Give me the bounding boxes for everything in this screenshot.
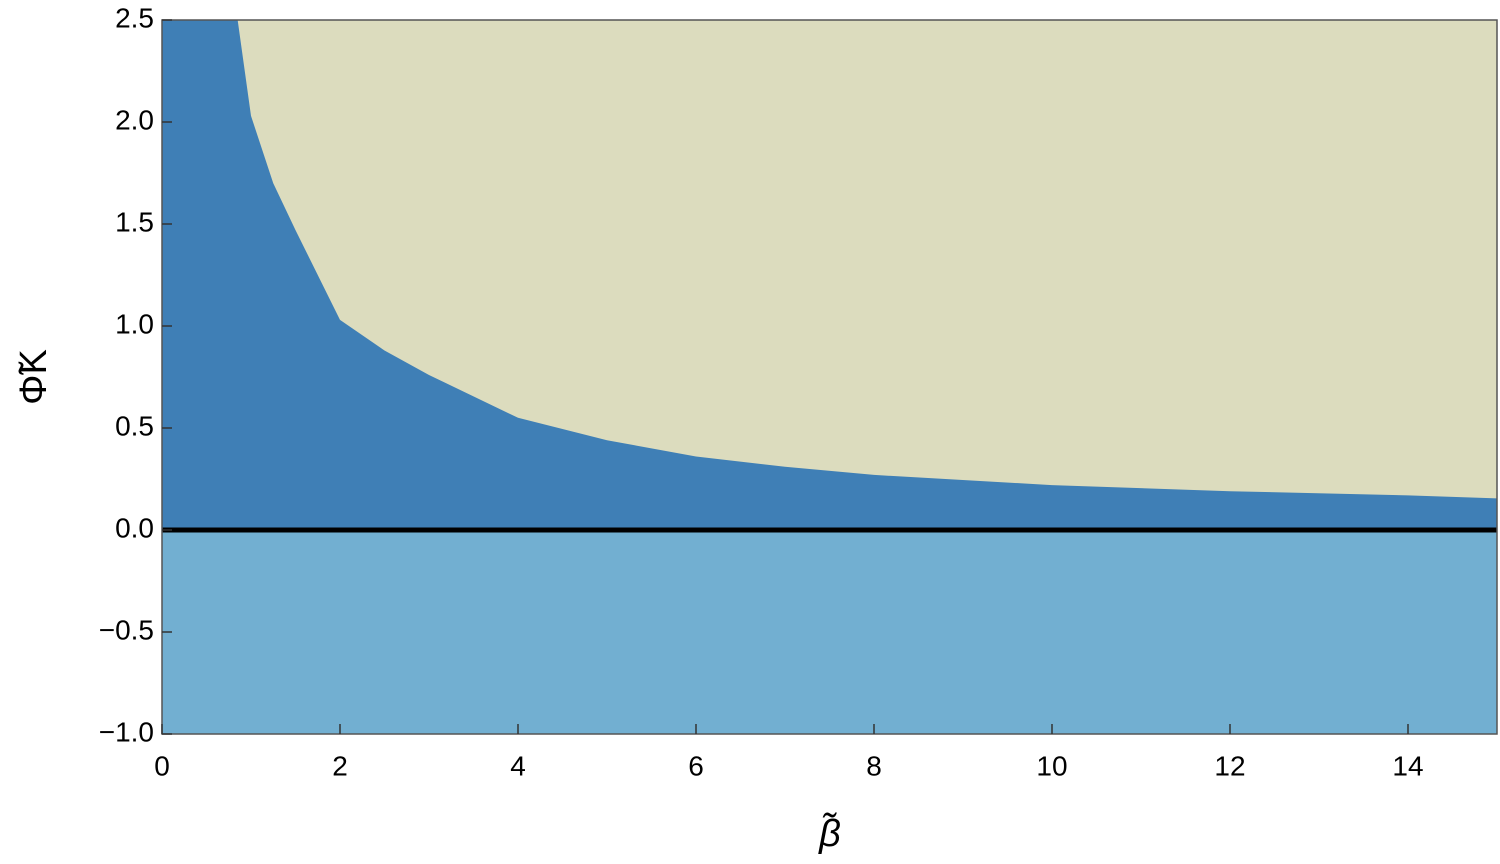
y-tick-label: −0.5	[99, 614, 154, 645]
x-tick-label: 8	[866, 750, 882, 781]
y-tick-label: 2.5	[115, 2, 154, 33]
x-tick-label: 0	[154, 750, 170, 781]
plot-frame	[161, 19, 1498, 735]
y-tick-label: 1.5	[115, 206, 154, 237]
region-between	[162, 20, 1497, 530]
x-tick-label: 10	[1036, 750, 1067, 781]
y-tick-label: 2.0	[115, 104, 154, 135]
y-tick-label: 0.0	[115, 512, 154, 543]
x-tick-label: 6	[688, 750, 704, 781]
x-tick-label: 12	[1214, 750, 1245, 781]
x-tick-label: 2	[332, 750, 348, 781]
x-tick-label: 4	[510, 750, 526, 781]
y-tick-label: 1.0	[115, 308, 154, 339]
region-below	[162, 530, 1497, 734]
x-axis-title: β̃	[818, 812, 841, 855]
x-tick-label: 14	[1392, 750, 1423, 781]
y-tick-label: 0.5	[115, 410, 154, 441]
y-tick-label: −1.0	[99, 716, 154, 747]
y-axis-title: Φ̃K	[13, 349, 55, 405]
